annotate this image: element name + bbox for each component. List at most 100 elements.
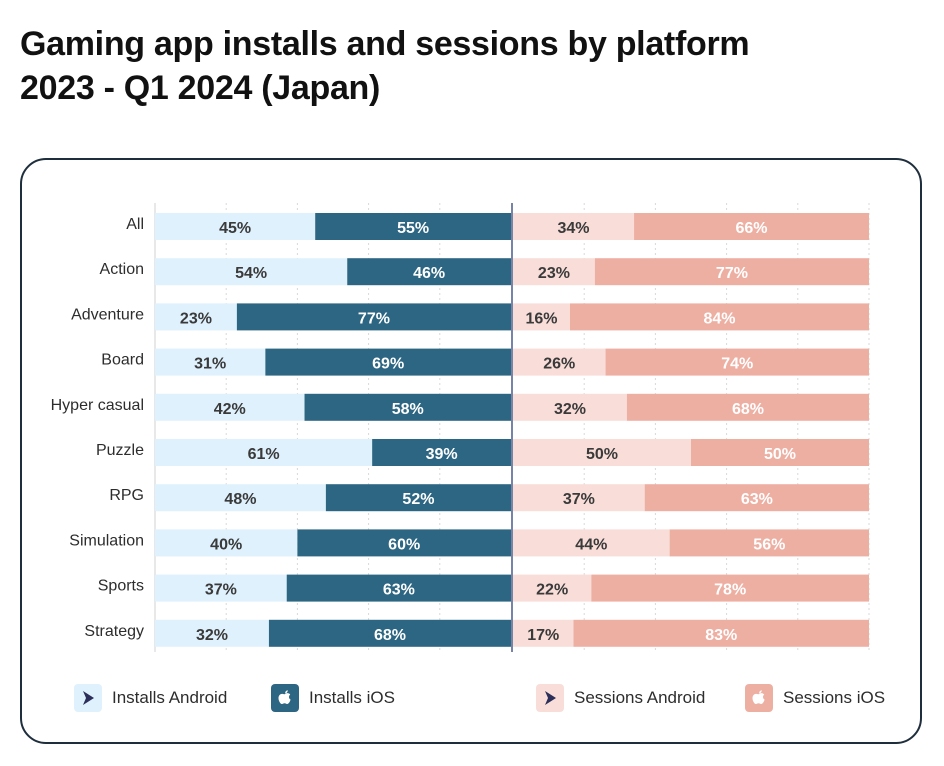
bar-installs-android	[155, 529, 298, 557]
category-label: All	[126, 216, 144, 233]
bar-sessions-android	[513, 348, 606, 376]
bar-sessions-android	[513, 213, 635, 240]
data-label: 46%	[413, 265, 445, 282]
data-label: 45%	[219, 220, 251, 237]
data-label: 16%	[525, 310, 557, 327]
bar-installs-ios	[265, 348, 511, 376]
legend-item-installs-ios: Installs iOS	[271, 684, 395, 712]
data-label: 50%	[764, 446, 796, 463]
category-label: Strategy	[84, 623, 144, 640]
data-label: 40%	[210, 536, 242, 553]
data-label: 22%	[536, 582, 568, 599]
legend-label: Sessions Android	[574, 688, 706, 707]
category-label: Action	[100, 261, 144, 278]
bar-sessions-android	[513, 574, 592, 602]
bar-sessions-ios	[669, 529, 869, 557]
category-label: Puzzle	[96, 442, 144, 459]
bar-sessions-android	[513, 258, 595, 286]
data-label: 54%	[235, 265, 267, 282]
bar-sessions-ios	[594, 258, 869, 286]
data-label: 78%	[714, 582, 746, 599]
data-label: 37%	[205, 582, 237, 599]
bar-sessions-ios	[634, 213, 869, 240]
data-label: 68%	[732, 401, 764, 418]
data-label: 69%	[372, 356, 404, 373]
data-label: 42%	[214, 401, 246, 418]
data-label: 32%	[196, 627, 228, 644]
bar-sessions-android	[513, 393, 627, 421]
bar-sessions-android	[513, 619, 574, 647]
data-label: 48%	[224, 491, 256, 508]
bar-installs-ios	[268, 619, 511, 647]
bar-sessions-ios	[691, 439, 869, 466]
bar-sessions-android	[513, 303, 570, 331]
data-label: 44%	[575, 536, 607, 553]
data-label: 17%	[527, 627, 559, 644]
data-label: 63%	[741, 491, 773, 508]
category-label: Board	[101, 352, 144, 369]
apple-icon	[271, 684, 299, 712]
data-label: 84%	[703, 310, 735, 327]
data-label: 63%	[383, 582, 415, 599]
category-label: Sports	[98, 578, 144, 595]
data-label: 37%	[563, 491, 595, 508]
bar-installs-android	[155, 393, 305, 421]
bar-installs-ios	[236, 303, 511, 331]
bar-installs-ios	[347, 258, 511, 286]
data-label: 66%	[736, 220, 768, 237]
data-label: 23%	[538, 265, 570, 282]
bar-sessions-ios	[569, 303, 869, 331]
bar-sessions-android	[513, 529, 670, 557]
bar-sessions-ios	[605, 348, 869, 376]
data-label: 26%	[543, 356, 575, 373]
apple-icon	[745, 684, 773, 712]
bar-installs-ios	[325, 484, 511, 512]
bar-installs-android	[155, 213, 316, 240]
play-store-icon	[74, 684, 102, 712]
chart-title: Gaming app installs and sessions by plat…	[20, 22, 750, 110]
bar-installs-ios	[315, 213, 511, 240]
legend-item-installs-android: Installs Android	[74, 684, 227, 712]
data-label: 61%	[248, 446, 280, 463]
data-label: 55%	[397, 220, 429, 237]
legend-label: Installs Android	[112, 688, 228, 707]
data-label: 52%	[402, 491, 434, 508]
category-label: Hyper casual	[51, 397, 144, 414]
legend-item-sessions-android: Sessions Android	[536, 684, 705, 712]
bar-installs-android	[155, 303, 237, 331]
bar-installs-android	[155, 258, 348, 286]
legend-item-sessions-ios: Sessions iOS	[745, 684, 885, 712]
bar-sessions-android	[513, 484, 645, 512]
bar-sessions-ios	[573, 619, 869, 647]
data-label: 32%	[554, 401, 586, 418]
category-label: RPG	[109, 487, 144, 504]
bar-sessions-ios	[626, 393, 869, 421]
data-label: 50%	[586, 446, 618, 463]
data-label: 23%	[180, 310, 212, 327]
data-label: 56%	[753, 536, 785, 553]
bar-sessions-ios	[591, 574, 869, 602]
data-label: 74%	[721, 356, 753, 373]
data-label: 77%	[358, 310, 390, 327]
data-label: 68%	[374, 627, 406, 644]
bar-installs-android	[155, 439, 373, 466]
bar-installs-android	[155, 619, 269, 647]
data-label: 34%	[558, 220, 590, 237]
bar-installs-android	[155, 348, 266, 376]
category-label: Adventure	[71, 306, 144, 323]
data-label: 39%	[426, 446, 458, 463]
legend-label: Sessions iOS	[783, 688, 886, 707]
data-label: 31%	[194, 356, 226, 373]
chart-title-line-2: 2023 - Q1 2024 (Japan)	[20, 69, 381, 107]
bar-installs-ios	[304, 393, 511, 421]
play-store-icon	[536, 684, 564, 712]
bar-installs-ios	[286, 574, 511, 602]
data-label: 58%	[392, 401, 424, 418]
category-label: Simulation	[69, 532, 144, 549]
data-label: 77%	[716, 265, 748, 282]
bar-sessions-android	[513, 439, 691, 466]
bar-installs-android	[155, 574, 287, 602]
bar-installs-ios	[297, 529, 511, 557]
bar-installs-ios	[372, 439, 511, 466]
